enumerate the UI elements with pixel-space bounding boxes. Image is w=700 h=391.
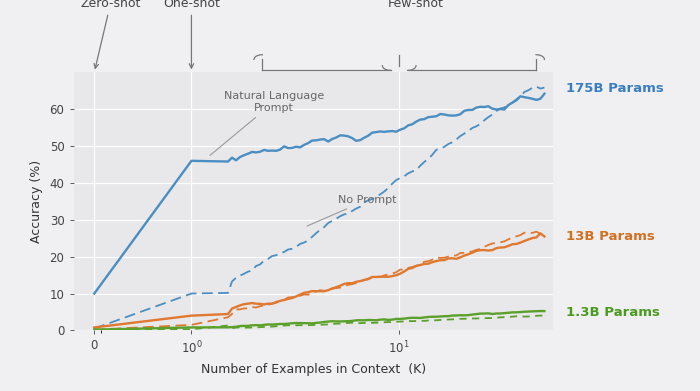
Text: 175B Params: 175B Params — [566, 83, 664, 95]
Y-axis label: Accuracy (%): Accuracy (%) — [29, 160, 43, 243]
Text: Few-shot: Few-shot — [388, 0, 444, 10]
Text: One-shot: One-shot — [163, 0, 220, 68]
Text: 13B Params: 13B Params — [566, 230, 654, 243]
Text: Natural Language
Prompt: Natural Language Prompt — [210, 91, 324, 155]
Text: 1.3B Params: 1.3B Params — [566, 306, 659, 319]
X-axis label: Number of Examples in Context  (K): Number of Examples in Context (K) — [201, 363, 426, 376]
Text: No Prompt: No Prompt — [307, 195, 396, 226]
Text: Zero-shot: Zero-shot — [80, 0, 141, 68]
